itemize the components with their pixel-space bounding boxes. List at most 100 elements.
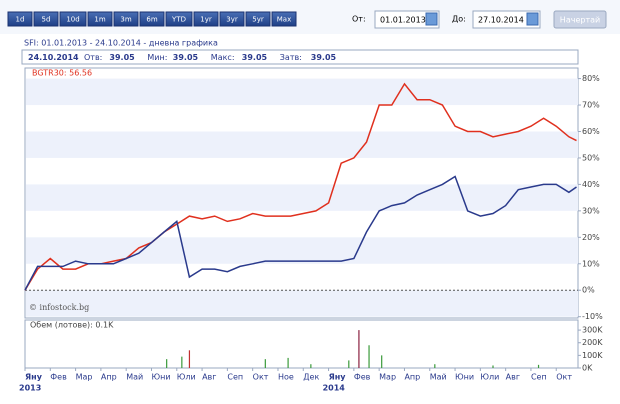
y-tick-label: 50%: [582, 153, 600, 162]
range-button-label: 5d: [42, 16, 51, 24]
legend-entry: BGTR30: 56.56: [32, 69, 92, 78]
volume-bar: [181, 356, 183, 368]
range-button[interactable]: [193, 11, 219, 27]
x-tick-label: Фев: [354, 373, 371, 382]
x-tick-label: Сеп: [227, 373, 243, 382]
volume-bar: [434, 364, 436, 368]
x-tick-label: Мар: [379, 373, 396, 382]
volume-bar: [166, 359, 168, 368]
submit-button[interactable]: [553, 10, 607, 29]
from-label: От:: [352, 15, 366, 24]
range-button-label: 1d: [16, 16, 25, 24]
info-label: Затв:: [280, 53, 302, 62]
range-button-label: 1m: [94, 16, 105, 24]
y-tick-label: 20%: [582, 233, 600, 242]
info-label: Мин:: [147, 53, 167, 62]
range-button[interactable]: [113, 11, 139, 27]
from-value: 01.01.2013: [380, 16, 426, 25]
range-button-label: 1yr: [200, 16, 212, 24]
volume-tick-label: 300K: [582, 326, 603, 335]
volume-bar: [537, 364, 540, 368]
y-tick-label: 40%: [582, 180, 600, 189]
info-label: Макс:: [211, 53, 235, 62]
range-button[interactable]: [7, 11, 33, 27]
volume-bar: [368, 345, 370, 368]
volume-bar: [492, 365, 494, 368]
range-button[interactable]: [139, 11, 165, 27]
to-label: До:: [452, 15, 466, 24]
to-input[interactable]: [472, 10, 541, 29]
year-label: 2014: [323, 384, 346, 393]
range-button[interactable]: [33, 11, 59, 27]
x-tick-label: Апр: [404, 373, 420, 382]
submit-label: Начертай: [560, 16, 600, 25]
range-button[interactable]: [165, 11, 193, 27]
calendar-icon[interactable]: [526, 12, 539, 26]
x-tick-label: Апр: [101, 373, 117, 382]
x-tick-label: Юли: [480, 373, 499, 382]
y-tick-label: -10%: [582, 312, 603, 321]
band: [26, 78, 578, 106]
x-tick-label: Окт: [253, 373, 269, 382]
x-tick-label: Юни: [455, 373, 474, 382]
y-tick-label: 10%: [582, 259, 600, 268]
to-value: 27.10.2014: [478, 16, 524, 25]
range-button-label: YTD: [171, 16, 186, 24]
range-button-label: 3m: [120, 16, 131, 24]
volume-tick-label: 100K: [582, 351, 603, 360]
y-tick-label: 60%: [582, 127, 600, 136]
info-label: Отв:: [84, 53, 102, 62]
range-button[interactable]: [59, 11, 87, 27]
x-tick-label: Авг: [506, 373, 520, 382]
info-value: 39.05: [311, 53, 337, 62]
from-input[interactable]: [374, 10, 440, 29]
y-tick-label: 70%: [582, 101, 600, 110]
volume-bar: [264, 359, 266, 368]
range-button[interactable]: [271, 11, 297, 27]
calendar-icon[interactable]: [425, 12, 438, 26]
info-box: [21, 49, 579, 65]
range-button[interactable]: [245, 11, 271, 27]
info-date: 24.10.2014: [28, 53, 79, 62]
x-tick-label: Авг: [202, 373, 216, 382]
chart-title: SFI: 01.01.2013 - 24.10.2014 - дневна гр…: [24, 39, 218, 48]
range-button-label: 3yr: [226, 16, 238, 24]
x-tick-label: Юли: [177, 373, 196, 382]
x-tick-label: Дек: [303, 373, 319, 382]
range-button[interactable]: [219, 11, 245, 27]
y-tick-label: 80%: [582, 74, 600, 83]
band: [26, 237, 578, 264]
info-value: 39.05: [109, 53, 135, 62]
series-line: [24, 175, 577, 291]
range-button[interactable]: [87, 11, 113, 27]
x-tick-label: Окт: [556, 373, 572, 382]
x-tick-label: Юни: [151, 373, 170, 382]
watermark: © infostock.bg: [29, 303, 89, 312]
volume-bar: [348, 360, 350, 368]
y-tick-label: 0%: [582, 286, 595, 295]
x-tick-label: Фев: [50, 373, 67, 382]
x-tick-label: Яну: [329, 373, 347, 382]
info-value: 39.05: [242, 53, 268, 62]
x-tick-label: Яну: [25, 373, 43, 382]
y-tick-label: 30%: [582, 206, 600, 215]
range-button-label: 6m: [146, 16, 157, 24]
volume-label: Обем (лотове): 0.1K: [30, 321, 114, 330]
volume-bar: [188, 350, 191, 368]
volume-bar: [358, 330, 360, 368]
x-tick-label: Май: [430, 373, 447, 382]
volume-tick-label: 200K: [582, 338, 603, 347]
volume-tick-label: 0K: [582, 364, 593, 373]
volume-area: [24, 319, 579, 369]
volume-bar: [310, 364, 312, 368]
x-tick-label: Сеп: [531, 373, 547, 382]
volume-bar: [287, 357, 289, 368]
range-button-label: 5yr: [252, 16, 264, 24]
info-value: 39.05: [173, 53, 199, 62]
band: [26, 184, 578, 211]
year-label: 2013: [19, 384, 41, 393]
x-tick-label: Май: [126, 373, 143, 382]
band: [26, 290, 578, 317]
series-line: [24, 82, 577, 291]
